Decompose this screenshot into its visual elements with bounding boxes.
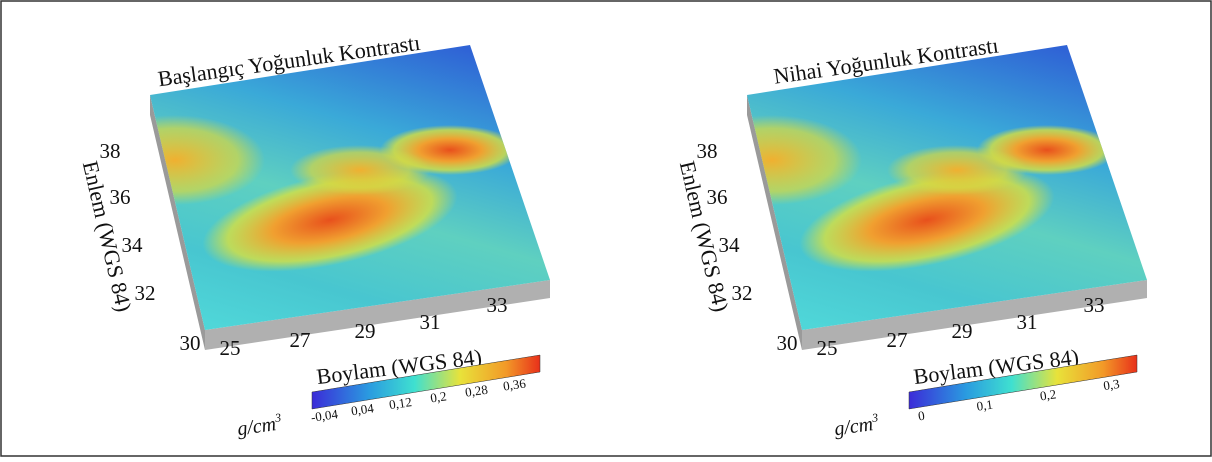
colorbar-tick-label: 0,1 bbox=[976, 397, 994, 414]
anomaly bbox=[887, 145, 1027, 195]
anomaly bbox=[290, 145, 430, 195]
x-tick-label: 29 bbox=[952, 319, 973, 343]
colorbar-unit: g/cm3 bbox=[236, 410, 284, 440]
unit-base: g/cm bbox=[236, 413, 278, 440]
y-tick-label: 32 bbox=[135, 281, 156, 305]
panel: Başlangıç Yoğunluk Kontrastı3836343230En… bbox=[78, 30, 560, 441]
unit-base: g/cm bbox=[833, 413, 875, 440]
x-tick-label: 27 bbox=[887, 328, 908, 352]
colorbar-tick-label: -0,04 bbox=[310, 406, 339, 425]
colorbar-unit: g/cm3 bbox=[833, 410, 881, 440]
x-tick-label: 33 bbox=[487, 293, 508, 317]
colorbar-tick-label: 0,2 bbox=[1039, 386, 1057, 403]
x-tick-label: 33 bbox=[1084, 293, 1105, 317]
panel: Nihai Yoğunluk Kontrastı3836343230Enlem … bbox=[675, 32, 1157, 440]
colorbar-tick-label: 0,04 bbox=[350, 400, 375, 418]
y-tick-label: 30 bbox=[777, 331, 798, 355]
colorbar-tick-label: 0,28 bbox=[464, 382, 489, 400]
figure: Başlangıç Yoğunluk Kontrastı3836343230En… bbox=[0, 0, 1212, 457]
x-tick-label: 31 bbox=[1017, 310, 1038, 334]
colorbar-tick-label: 0,2 bbox=[429, 388, 447, 405]
y-tick-label: 30 bbox=[180, 331, 201, 355]
x-tick-label: 25 bbox=[817, 336, 838, 360]
colorbar-tick-label: 0,36 bbox=[502, 375, 527, 393]
x-tick-label: 25 bbox=[220, 336, 241, 360]
x-tick-label: 31 bbox=[420, 310, 441, 334]
colorbar-tick-label: 0 bbox=[917, 408, 926, 424]
y-tick-label: 32 bbox=[732, 281, 753, 305]
x-tick-label: 27 bbox=[290, 328, 311, 352]
x-tick-label: 29 bbox=[355, 319, 376, 343]
colorbar-tick-label: 0,12 bbox=[388, 394, 413, 412]
colorbar-tick-label: 0,3 bbox=[1102, 376, 1120, 393]
